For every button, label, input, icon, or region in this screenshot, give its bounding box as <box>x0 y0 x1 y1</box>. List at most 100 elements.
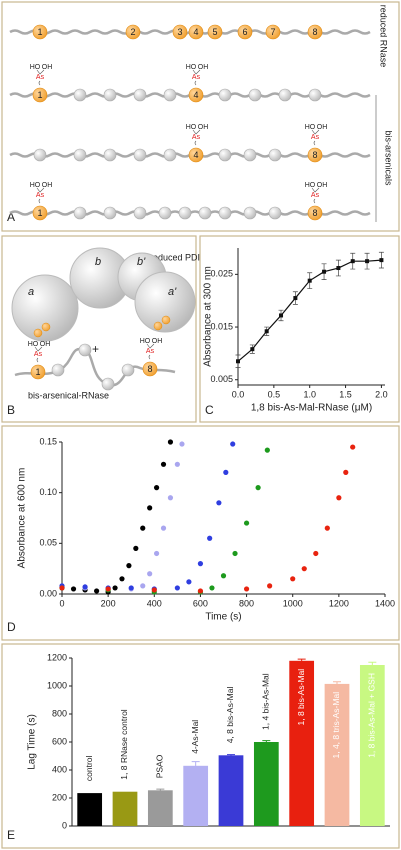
point <box>324 525 330 531</box>
labeled-bead <box>142 361 158 377</box>
bond <box>148 354 151 360</box>
y-tick-label: 0.10 <box>39 487 57 497</box>
as: As <box>311 192 320 199</box>
y-tick-label: 1000 <box>47 680 67 690</box>
bar <box>218 755 244 826</box>
bar <box>253 742 279 826</box>
category-label: 1, 8 bis-As-Mal + GSH <box>367 673 377 758</box>
y-axis-label: Absorbance at 300 nm <box>203 266 214 367</box>
labeled-bead <box>188 24 204 40</box>
ho: HO <box>305 124 316 131</box>
bond <box>146 343 155 349</box>
bond <box>36 357 39 363</box>
point <box>70 586 77 592</box>
y-tick-label: 600 <box>52 736 67 746</box>
point <box>105 586 111 592</box>
bead <box>218 148 232 162</box>
point <box>322 269 327 274</box>
domain-label: b' <box>137 256 146 268</box>
oh: OH <box>198 124 209 131</box>
error-bar <box>333 681 341 686</box>
domain-label: b <box>95 256 101 268</box>
as: As <box>192 74 201 81</box>
bead <box>268 148 282 162</box>
bead-number: 6 <box>242 27 247 37</box>
bead <box>218 88 232 102</box>
labeled-bead <box>32 205 48 221</box>
point <box>133 545 139 552</box>
bead <box>163 148 177 162</box>
labeled-bead <box>188 87 204 103</box>
labeled-bead <box>172 24 188 40</box>
bead <box>103 148 117 162</box>
labeled-bead <box>307 24 323 40</box>
point <box>343 469 349 475</box>
error-bar <box>191 761 200 770</box>
point <box>126 563 132 569</box>
labeled-bead <box>32 87 48 103</box>
point <box>153 550 160 557</box>
panel-label: B <box>7 403 15 417</box>
x-tick-label: 1.5 <box>339 389 352 399</box>
bead <box>73 206 87 220</box>
point <box>365 259 370 264</box>
point <box>255 485 261 491</box>
point <box>94 588 100 594</box>
x-tick-label: 200 <box>101 598 116 608</box>
point <box>209 585 215 591</box>
category-label: control <box>84 755 94 781</box>
bead <box>121 363 135 377</box>
category-label: 1, 8 RNase control <box>119 709 129 780</box>
bead <box>78 343 92 357</box>
bond <box>313 140 316 146</box>
as: As <box>34 351 43 358</box>
bead-number: 8 <box>147 364 152 374</box>
point <box>301 566 307 572</box>
labeled-bead <box>307 147 323 163</box>
point <box>230 441 236 447</box>
category-label: 1, 4 bis-As-Mal <box>261 673 271 730</box>
bead-number: 1 <box>37 90 42 100</box>
bead-number: 7 <box>270 27 275 37</box>
bead <box>268 206 282 220</box>
bead <box>51 363 65 377</box>
point <box>197 588 204 594</box>
bead-number: 2 <box>130 27 135 37</box>
point <box>307 278 312 283</box>
group-label: bis-arsenicals <box>384 130 394 186</box>
panel-label: E <box>7 828 15 842</box>
x-tick-label: 600 <box>193 598 208 608</box>
bead <box>33 148 47 162</box>
bond <box>34 346 43 352</box>
point <box>264 447 270 453</box>
bead-number: 1 <box>37 208 42 218</box>
bar <box>289 660 315 826</box>
point <box>279 313 284 318</box>
as: As <box>146 348 155 355</box>
category-label: 4-As-Mal <box>190 720 200 754</box>
bond <box>38 198 41 204</box>
oh: OH <box>317 182 328 189</box>
x-tick-label: 1200 <box>329 598 349 608</box>
bead <box>73 148 87 162</box>
point <box>350 444 356 450</box>
x-tick-label: 1.0 <box>303 389 316 399</box>
bead <box>243 148 257 162</box>
pdi-label: reduced PDI <box>150 252 200 262</box>
oh: OH <box>198 64 209 71</box>
point <box>250 347 255 352</box>
bead <box>218 206 232 220</box>
bead-number: 8 <box>312 27 317 37</box>
point <box>236 359 240 364</box>
bead <box>73 88 87 102</box>
y-tick-label: 1200 <box>47 652 67 662</box>
bead <box>248 88 262 102</box>
point <box>220 573 227 579</box>
point <box>207 535 213 541</box>
y-tick-label: 0 <box>62 820 67 830</box>
bead-number: 1 <box>35 367 40 377</box>
bead <box>158 206 172 220</box>
ho: HO <box>28 341 39 348</box>
x-tick-label: 1400 <box>375 598 395 608</box>
